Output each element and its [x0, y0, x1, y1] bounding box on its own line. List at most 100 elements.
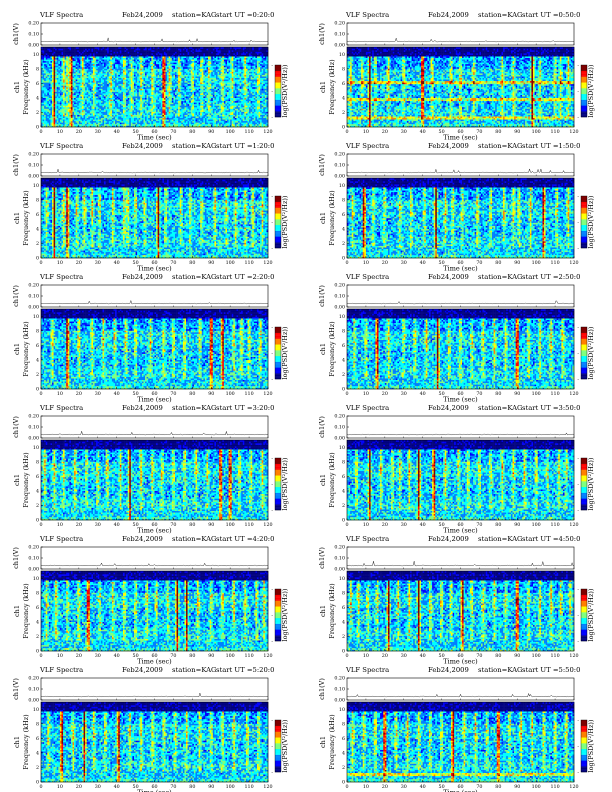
spectrogram-cell [80, 70, 82, 72]
spectrogram-cell [117, 65, 119, 67]
spectrogram-cell [87, 124, 89, 126]
spectrogram-cell [186, 82, 188, 84]
spectrogram-cell [114, 119, 116, 121]
spectrogram-cell [129, 99, 131, 101]
spectrogram-cell [96, 59, 98, 61]
spectrogram-cell [178, 50, 180, 52]
spectrogram-cell [147, 116, 149, 118]
spectrogram-cell [87, 110, 89, 112]
spectrogram-cell [87, 58, 89, 60]
spectrogram-cell [178, 92, 180, 94]
spectrogram-cell [186, 99, 188, 101]
spectrogram-cell [54, 124, 56, 126]
spectrogram-cell [134, 90, 136, 92]
spectrogram-cell [181, 49, 183, 51]
spectrogram-cell [151, 81, 153, 83]
spectrogram-cell [43, 70, 45, 72]
spectrogram-cell [142, 124, 144, 126]
spectrogram-cell [150, 52, 152, 54]
spectrogram-cell [161, 116, 163, 118]
spectrogram-cell [49, 59, 51, 61]
spectrogram-cell [148, 107, 150, 109]
spectrogram-cell [115, 70, 117, 72]
spectrogram-cell [175, 53, 177, 55]
spectrogram-cell [90, 124, 92, 126]
spectrogram-cell [54, 110, 56, 112]
spectrogram-cell [142, 89, 144, 91]
spectrogram-cell [156, 87, 158, 89]
spectrogram-cell [98, 90, 100, 92]
spectrogram-cell [150, 93, 152, 95]
spectrogram-cell [150, 122, 152, 124]
spectrogram-cell [104, 119, 106, 121]
spectrogram-cell [175, 64, 177, 66]
spectrogram-cell [153, 118, 155, 120]
spectrogram-cell [77, 82, 79, 84]
spectrogram-cell [50, 98, 52, 100]
spectrogram-cell [126, 122, 128, 124]
spectrogram-cell [172, 76, 174, 78]
spectrogram-cell [68, 56, 70, 58]
spectrogram-cell [60, 107, 62, 109]
spectrogram-cell [71, 122, 73, 124]
spectrogram-cell [132, 89, 134, 91]
spectrogram-cell [91, 59, 93, 61]
spectrogram-cell [125, 115, 127, 117]
spectrogram-cell [136, 99, 138, 101]
spectrogram-cell [162, 72, 164, 74]
spectrogram-cell [183, 104, 185, 106]
spectrogram-cell [88, 61, 90, 63]
spectrogram-cell [189, 69, 191, 71]
spectrogram-cell [49, 75, 51, 77]
spectrogram-cell [99, 110, 101, 112]
spectrogram-cell [129, 82, 131, 84]
spectrogram-cell [150, 82, 152, 84]
spectrogram-cell [87, 72, 89, 74]
spectrogram-cell [178, 118, 180, 120]
spectrogram-cell [66, 104, 68, 106]
spectrogram-cell [102, 105, 104, 107]
spectrogram-cell [112, 78, 114, 80]
spectrogram-cell [110, 113, 112, 115]
spectrogram-cell [104, 79, 106, 81]
spectrogram-cell [153, 84, 155, 86]
spectra-panel: VLF Spectra Feb24,2009 station=KAG start UT… [12, 10, 292, 134]
spectrogram-cell [155, 79, 157, 81]
spectrogram-cell [60, 72, 62, 74]
spectrogram-cell [155, 92, 157, 94]
spectrogram-cell [134, 65, 136, 67]
spectrogram-cell [98, 122, 100, 124]
spectrogram-cell [85, 102, 87, 104]
spectrogram-cell [68, 50, 70, 52]
spectrogram-cell [120, 102, 122, 104]
spectrogram-cell [132, 115, 134, 117]
spectrogram-cell [117, 59, 119, 61]
spectrogram-cell [76, 53, 78, 55]
spectrogram-cell [115, 122, 117, 124]
spectrogram-cell [52, 67, 54, 69]
spectrogram-cell [184, 55, 186, 57]
spectrogram-cell [184, 72, 186, 74]
spectrogram-cell [50, 78, 52, 80]
spectrogram-cell [140, 118, 142, 120]
spectrogram-cell [106, 82, 108, 84]
spectrogram-cell [50, 73, 52, 75]
spectrogram-cell [74, 52, 76, 54]
spectrogram-cell [95, 56, 97, 58]
spectrogram-cell [183, 62, 185, 64]
spectrogram-cell [120, 84, 122, 86]
spectrogram-cell [151, 98, 153, 100]
spectrogram-cell [43, 116, 45, 118]
spectrogram-cell [140, 110, 142, 112]
spectrogram-cell [102, 96, 104, 98]
spectrogram-cell [161, 110, 163, 112]
spectrogram-cell [132, 53, 134, 55]
spectrogram-cell [172, 53, 174, 55]
spectrogram-cell [121, 49, 123, 51]
spectrogram-cell [73, 102, 75, 104]
spectrogram-cell [57, 101, 59, 103]
spectrogram-cell [49, 56, 51, 58]
spectrogram-cell [153, 109, 155, 111]
spectrogram-cell [71, 72, 73, 74]
spectrogram-cell [139, 116, 141, 118]
